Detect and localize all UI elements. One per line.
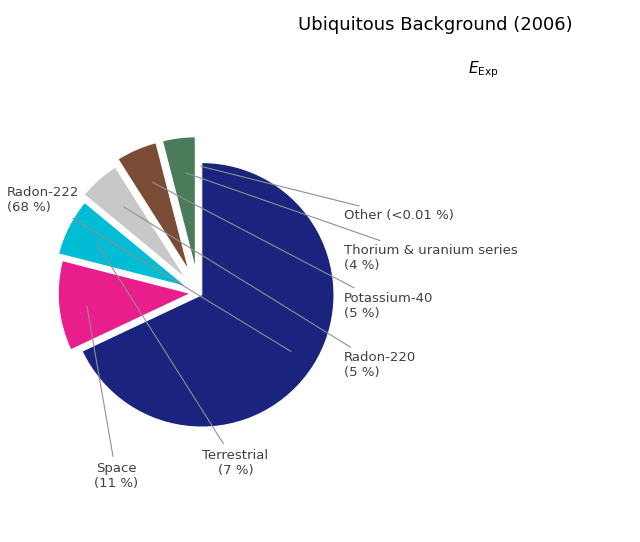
Text: Other (<0.01 %): Other (<0.01 %) [201,166,454,222]
Wedge shape [58,202,187,287]
Text: Potassium-40
(5 %): Potassium-40 (5 %) [152,182,433,320]
Wedge shape [58,261,191,350]
Text: Radon-220
(5 %): Radon-220 (5 %) [124,207,416,379]
Wedge shape [84,167,186,279]
Wedge shape [82,163,334,427]
Wedge shape [163,137,195,269]
Wedge shape [118,143,189,271]
Text: Thorium & uranium series
(4 %): Thorium & uranium series (4 %) [186,173,518,272]
Text: Terrestrial
(7 %): Terrestrial (7 %) [96,242,269,477]
Text: Space
(11 %): Space (11 %) [87,306,138,490]
Text: Radon-222
(68 %): Radon-222 (68 %) [6,186,291,351]
Text: $E_{\mathrm{Exp}}$: $E_{\mathrm{Exp}}$ [468,60,499,80]
Text: Ubiquitous Background (2006): Ubiquitous Background (2006) [298,16,573,34]
